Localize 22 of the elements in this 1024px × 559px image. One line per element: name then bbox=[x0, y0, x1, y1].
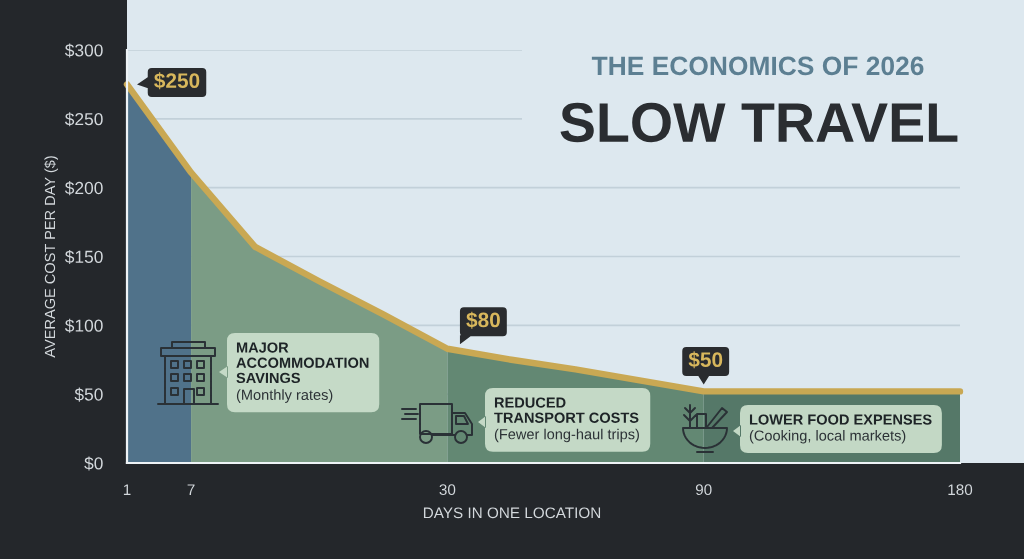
y-tick-label: $150 bbox=[64, 249, 103, 264]
x-axis-title: DAYS IN ONE LOCATION bbox=[423, 507, 601, 519]
y-tick-label: $50 bbox=[74, 387, 103, 402]
y-tick-label: $250 bbox=[64, 112, 103, 127]
x-tick-label: 90 bbox=[695, 484, 712, 496]
annotation: REDUCED TRANSPORT COSTS (Fewer long-haul trips) bbox=[494, 397, 639, 443]
x-tick-label: 30 bbox=[439, 484, 456, 496]
chart-subtitle: THE ECONOMICS OF 2026 bbox=[591, 56, 924, 76]
annotation: $50 bbox=[688, 351, 723, 369]
annotation: $80 bbox=[466, 311, 500, 329]
y-tick-label: $100 bbox=[64, 318, 103, 333]
text: SLOW TRAVEL bbox=[560, 102, 958, 143]
annotation: $250 bbox=[154, 72, 200, 90]
annotation: MAJOR ACCOMMODATION SAVINGS (Monthly rates) bbox=[236, 342, 369, 403]
x-tick-label: 180 bbox=[948, 484, 973, 496]
y-tick-label: $0 bbox=[84, 456, 103, 471]
y-tick-label: $300 bbox=[64, 43, 103, 58]
x-tick-label: 7 bbox=[187, 484, 195, 495]
x-tick-label: 1 bbox=[123, 484, 131, 495]
y-axis-title: AVERAGE COST PER DAY ($) bbox=[44, 156, 58, 358]
y-tick-label: $200 bbox=[64, 181, 103, 196]
annotation: LOWER FOOD EXPENSES (Cooking, local markets) bbox=[749, 414, 932, 444]
